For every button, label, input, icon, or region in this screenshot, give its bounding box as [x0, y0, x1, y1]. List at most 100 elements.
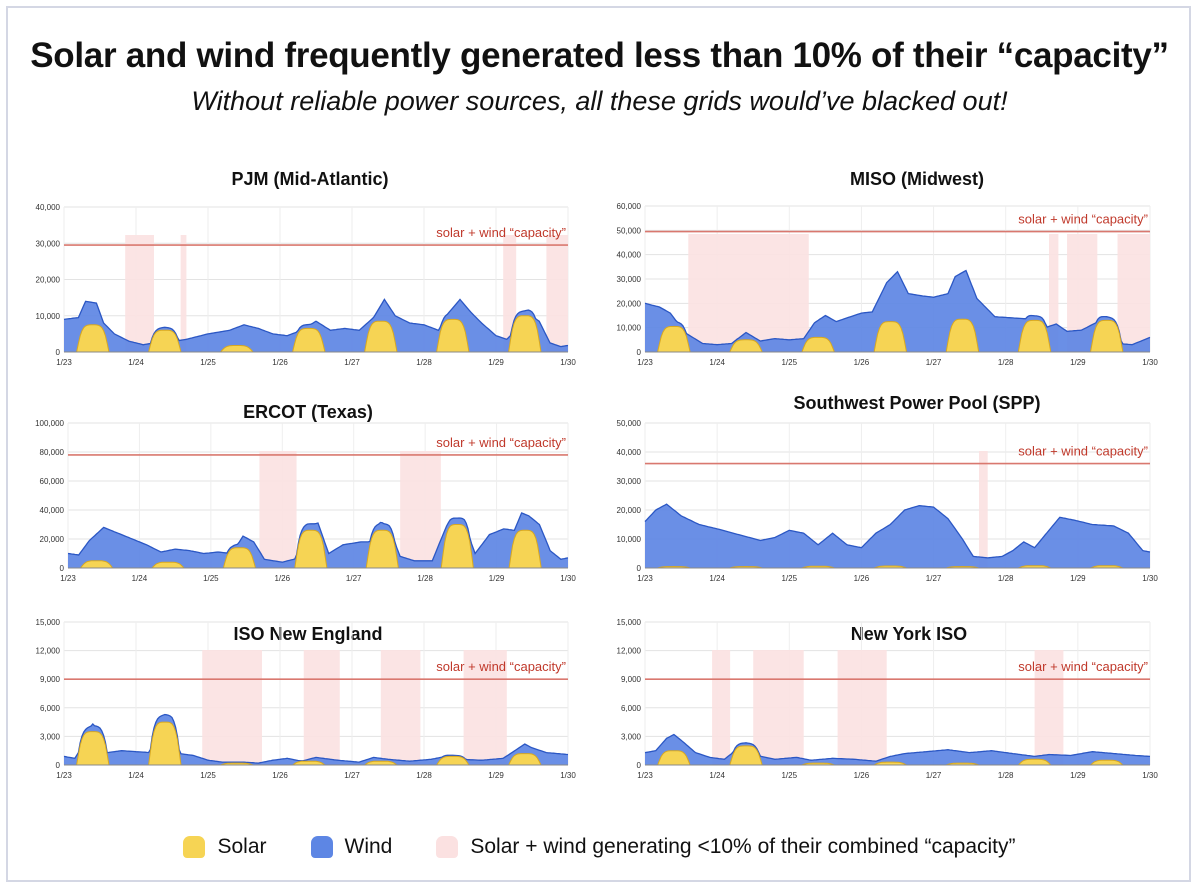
- x-tick-label: 1/30: [560, 771, 576, 780]
- y-tick-label: 6,000: [621, 704, 642, 713]
- x-tick-label: 1/29: [489, 574, 505, 583]
- x-tick-label: 1/29: [488, 771, 504, 780]
- x-tick-label: 1/24: [709, 358, 725, 367]
- low-output-band: [1034, 650, 1064, 765]
- capacity-label: solar + wind “capacity”: [436, 659, 566, 674]
- wind-line: [644, 503, 1151, 559]
- wind-area: [645, 504, 1150, 568]
- x-tick-label: 1/24: [128, 771, 144, 780]
- chart-1: MISO (Midwest) 0 10,000 20,000 30,000 40,000 5…: [617, 169, 1159, 367]
- x-tick-label: 1/28: [416, 771, 432, 780]
- low-output-band: [180, 235, 187, 352]
- y-tick-label: 0: [637, 761, 642, 770]
- y-tick-label: 50,000: [617, 226, 642, 235]
- x-tick-label: 1/24: [709, 574, 725, 583]
- capacity-label: solar + wind “capacity”: [1018, 659, 1148, 674]
- x-tick-label: 1/28: [417, 574, 433, 583]
- y-tick-label: 6,000: [40, 704, 61, 713]
- chart-title: ISO New England: [233, 624, 382, 644]
- y-tick-label: 0: [60, 564, 65, 573]
- y-tick-label: 30,000: [617, 275, 642, 284]
- y-tick-label: 3,000: [40, 732, 61, 741]
- y-tick-label: 80,000: [40, 448, 65, 457]
- y-tick-label: 15,000: [617, 618, 642, 627]
- wind-area: [645, 734, 1150, 765]
- y-tick-label: 60,000: [617, 202, 642, 211]
- x-tick-label: 1/25: [203, 574, 219, 583]
- capacity-label: solar + wind “capacity”: [1018, 212, 1148, 227]
- low-output-band: [837, 650, 887, 765]
- legend-label-wind: Wind: [344, 835, 393, 858]
- legend-label-low: Solar + wind generating <10% of their co…: [470, 835, 1016, 858]
- solar-area: [645, 745, 1150, 765]
- y-tick-label: 40,000: [617, 251, 642, 260]
- low-output-band: [753, 650, 804, 765]
- legend-item-low: Solar + wind generating <10% of their co…: [436, 835, 1016, 859]
- chart-title: Southwest Power Pool (SPP): [793, 393, 1040, 413]
- x-tick-label: 1/26: [854, 358, 870, 367]
- y-tick-label: 30,000: [617, 477, 642, 486]
- legend-item-solar: Solar: [183, 835, 267, 859]
- y-tick-label: 20,000: [36, 276, 61, 285]
- wind-line: [67, 512, 569, 563]
- y-tick-label: 30,000: [36, 239, 61, 248]
- legend-swatch-wind: [310, 836, 333, 858]
- low-output-band: [1117, 234, 1150, 352]
- x-tick-label: 1/30: [1142, 771, 1158, 780]
- chart-title: New York ISO: [851, 624, 967, 644]
- y-tick-label: 0: [637, 564, 642, 573]
- x-tick-label: 1/25: [781, 574, 797, 583]
- wind-line: [63, 713, 569, 764]
- x-tick-label: 1/28: [416, 358, 432, 367]
- x-tick-label: 1/30: [1142, 574, 1158, 583]
- y-tick-label: 60,000: [40, 477, 65, 486]
- x-tick-label: 1/28: [998, 771, 1014, 780]
- chart-5: New York ISO 0 3,000 6,000 9,000 12,000 15,000…: [617, 618, 1159, 780]
- legend-label-solar: Solar: [217, 835, 267, 858]
- low-output-band: [1049, 234, 1059, 352]
- x-tick-label: 1/27: [346, 574, 362, 583]
- legend: Solar Wind Solar + wind generating <10% …: [0, 832, 1199, 862]
- chart-0: PJM (Mid-Atlantic) 0 10,000 20,000 30,000 40,…: [36, 169, 577, 367]
- solar-area: [64, 315, 568, 352]
- y-tick-label: 3,000: [621, 732, 642, 741]
- y-tick-label: 20,000: [617, 506, 642, 515]
- y-tick-label: 0: [56, 348, 61, 357]
- capacity-label: solar + wind “capacity”: [1018, 444, 1148, 459]
- y-tick-label: 0: [637, 348, 642, 357]
- x-tick-label: 1/29: [1070, 771, 1086, 780]
- x-tick-label: 1/25: [200, 771, 216, 780]
- y-tick-label: 0: [56, 761, 61, 770]
- low-output-band: [712, 650, 731, 765]
- legend-swatch-low: [436, 836, 459, 858]
- x-tick-label: 1/26: [274, 574, 290, 583]
- y-tick-label: 10,000: [36, 312, 61, 321]
- x-tick-label: 1/26: [272, 771, 288, 780]
- x-tick-label: 1/29: [1070, 574, 1086, 583]
- chart-4: ISO New England 0 3,000 6,000 9,000 12,000 15,…: [36, 618, 577, 780]
- y-tick-label: 50,000: [617, 419, 642, 428]
- x-tick-label: 1/24: [128, 358, 144, 367]
- x-tick-label: 1/28: [998, 358, 1014, 367]
- x-tick-label: 1/27: [344, 771, 360, 780]
- solar-area: [645, 319, 1150, 352]
- x-tick-label: 1/26: [854, 574, 870, 583]
- y-tick-label: 9,000: [40, 675, 61, 684]
- y-tick-label: 9,000: [621, 675, 642, 684]
- x-tick-label: 1/30: [560, 574, 576, 583]
- y-tick-label: 10,000: [617, 324, 642, 333]
- y-tick-label: 20,000: [40, 535, 65, 544]
- x-tick-label: 1/26: [272, 358, 288, 367]
- low-output-band: [259, 451, 297, 568]
- y-tick-label: 100,000: [35, 419, 64, 428]
- y-tick-label: 15,000: [36, 618, 61, 627]
- wind-line: [644, 269, 1151, 346]
- x-tick-label: 1/27: [926, 358, 942, 367]
- x-tick-label: 1/27: [926, 771, 942, 780]
- x-tick-label: 1/24: [709, 771, 725, 780]
- x-tick-label: 1/25: [781, 771, 797, 780]
- x-tick-label: 1/23: [60, 574, 76, 583]
- x-tick-label: 1/30: [1142, 358, 1158, 367]
- x-tick-label: 1/23: [56, 771, 72, 780]
- x-tick-label: 1/28: [998, 574, 1014, 583]
